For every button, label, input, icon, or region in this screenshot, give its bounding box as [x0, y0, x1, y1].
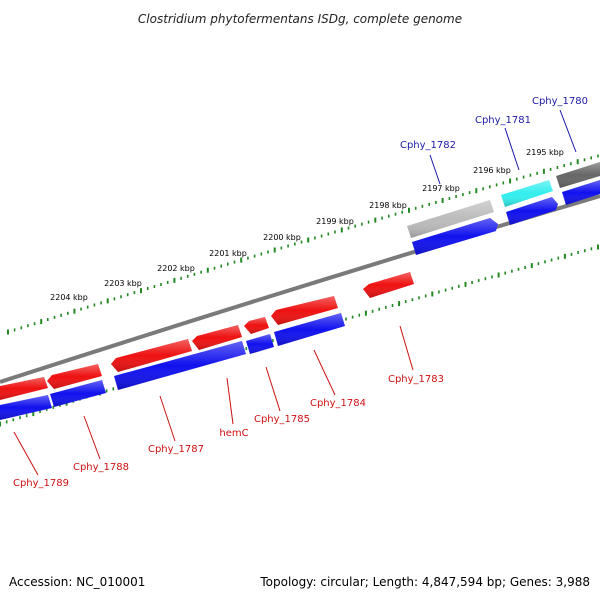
upper-features [407, 162, 600, 255]
scale-label-2201: 2201 kbp [209, 249, 247, 258]
gene-cphy-1789-shade [0, 377, 48, 400]
scale-ticks-upper [7, 154, 599, 335]
leader-line-cphy-1789 [13, 431, 39, 476]
gene-cphy-1783-shade [363, 272, 414, 298]
leader-line-hemc [226, 377, 234, 425]
gene-label-cphy-1785[interactable]: Cphy_1785 [254, 414, 310, 425]
cds-hemc-cphy-1787-shade [114, 341, 246, 390]
scale-label-2195: 2195 kbp [526, 148, 564, 157]
leader-line-cphy-1783 [399, 325, 414, 371]
leader-line-cphy-1784 [313, 349, 336, 396]
gene-cphy-1784-shade [271, 296, 338, 325]
gene-label-cphy-1782[interactable]: Cphy_1782 [400, 140, 456, 151]
leader-line-cphy-1788 [83, 415, 101, 460]
cds-cphy-1784-shade [274, 313, 345, 346]
gene-hemc-shade [192, 325, 242, 350]
scale-label-2203: 2203 kbp [104, 279, 142, 288]
gene-label-cphy-1783[interactable]: Cphy_1783 [388, 374, 444, 385]
gene-cphy-1785-shade [244, 317, 269, 334]
gene-labels-below: Cphy_1783 Cphy_1784 Cphy_1785 hemC Cphy_… [13, 374, 444, 489]
gene-label-cphy-1788[interactable]: Cphy_1788 [73, 462, 129, 473]
cds-cphy-1789-shade [0, 395, 52, 420]
cds-cphy-1781-shade [506, 197, 558, 225]
leader-lines-below [13, 325, 414, 476]
leader-line-cphy-1787 [159, 395, 176, 442]
gene-label-cphy-1781[interactable]: Cphy_1781 [475, 115, 531, 126]
gene-label-cphy-1789[interactable]: Cphy_1789 [13, 478, 69, 489]
genome-summary-text: Topology: circular; Length: 4,847,594 bp… [259, 575, 590, 589]
lower-features [0, 272, 414, 420]
cds-cphy-1782-shade [412, 218, 498, 255]
gene-labels-above: Cphy_1780 Cphy_1781 Cphy_1782 [400, 96, 588, 151]
cds-cphy-1785-shade [246, 334, 274, 354]
scale-label-2200: 2200 kbp [263, 233, 301, 242]
cds-cphy-1788-shade [50, 380, 106, 407]
gene-cphy-1781-shade [501, 180, 553, 207]
scale-labels: 2195 kbp 2196 kbp 2197 kbp 2198 kbp 2199… [50, 148, 564, 302]
leader-line-cphy-1780 [559, 109, 577, 153]
scale-label-2196: 2196 kbp [473, 166, 511, 175]
scale-label-2198: 2198 kbp [369, 201, 407, 210]
gene-cphy-1787-shade [111, 339, 192, 372]
map-title: Clostridium phytofermentans ISDg, comple… [138, 12, 462, 26]
gene-label-cphy-1787[interactable]: Cphy_1787 [148, 444, 204, 455]
gene-cphy-1782-shade [407, 200, 494, 238]
leader-line-cphy-1781 [504, 127, 520, 171]
gene-label-hemc[interactable]: hemC [219, 428, 248, 439]
leader-line-cphy-1782 [429, 154, 441, 185]
scale-label-2197: 2197 kbp [422, 184, 460, 193]
gene-label-cphy-1784[interactable]: Cphy_1784 [310, 398, 366, 409]
gene-label-cphy-1780[interactable]: Cphy_1780 [532, 96, 588, 107]
scale-label-2199: 2199 kbp [316, 217, 354, 226]
accession-text: Accession: NC_010001 [9, 575, 145, 589]
leader-line-cphy-1785 [265, 366, 281, 412]
scale-label-2204: 2204 kbp [50, 293, 88, 302]
leader-lines-above [429, 109, 577, 185]
cds-cphy-1780-shade [562, 180, 600, 205]
gene-cphy-1788-shade [47, 364, 102, 389]
scale-label-2202: 2202 kbp [157, 264, 195, 273]
gene-cphy-1780-shade [556, 162, 600, 188]
